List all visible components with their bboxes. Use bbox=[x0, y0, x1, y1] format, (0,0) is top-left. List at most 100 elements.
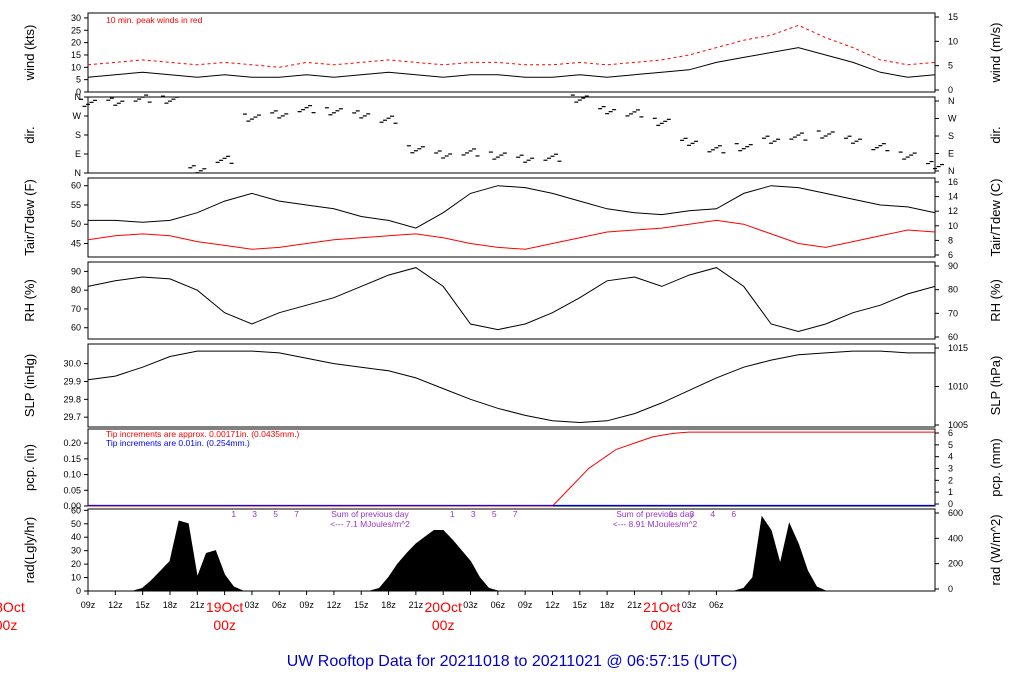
y-tick-label-right: 4 bbox=[948, 452, 953, 462]
series-line-0 bbox=[88, 431, 935, 507]
y-tick-label-right: 80 bbox=[948, 285, 958, 295]
sum-note: Sum of previous day bbox=[616, 509, 694, 519]
y-tick-label: N bbox=[75, 92, 82, 102]
y-tick-label-right: 6 bbox=[948, 428, 953, 438]
panel-frame bbox=[87, 96, 936, 174]
date-sublabel: 00z bbox=[0, 617, 17, 633]
y-axis-label: dir. bbox=[22, 126, 37, 143]
y-axis-label: SLP (inHg) bbox=[22, 354, 37, 417]
y-tick-label-right: 600 bbox=[948, 508, 963, 518]
y-tick-label: N bbox=[75, 168, 82, 178]
y-tick-label-right: 5 bbox=[948, 61, 953, 71]
y-tick-label-right: 1015 bbox=[948, 343, 968, 353]
y-tick-label-right: 10 bbox=[948, 36, 958, 46]
annotation: 10 min. peak winds in red bbox=[106, 15, 203, 25]
y-tick-label-right: 200 bbox=[948, 559, 963, 569]
y-tick-label-right: 0 bbox=[948, 584, 953, 594]
y-tick-label: E bbox=[75, 149, 81, 159]
y-tick-label: 30 bbox=[71, 13, 81, 23]
x-tick-label: 18z bbox=[600, 600, 615, 610]
x-tick-label: 21z bbox=[409, 600, 424, 610]
y-axis-label-right: wind (m/s) bbox=[988, 23, 1003, 84]
hour-mark: 6 bbox=[731, 509, 736, 519]
y-tick-label: 0.10 bbox=[63, 470, 81, 480]
sum-note: Sum of previous day bbox=[331, 509, 409, 519]
sum-note-value: <--- 7.1 MJoules/m^2 bbox=[330, 519, 410, 529]
x-tick-label: 18z bbox=[163, 600, 178, 610]
y-tick-label-right: 1005 bbox=[948, 420, 968, 430]
y-tick-label: W bbox=[73, 111, 82, 121]
x-tick-label: 09z bbox=[518, 600, 533, 610]
panel-frame bbox=[87, 343, 936, 428]
y-tick-label-right: N bbox=[948, 166, 955, 176]
y-axis-label-right: rad (W/m^2) bbox=[988, 514, 1003, 585]
x-tick-label: 19Oct bbox=[206, 599, 243, 615]
x-tick-label: 21z bbox=[627, 600, 642, 610]
panel-rh: 60 70 80 90 60 70 80 90 RH (%) RH (%) bbox=[22, 261, 1003, 342]
x-tick-label: 03z bbox=[682, 600, 697, 610]
y-tick-label: 60 bbox=[71, 323, 81, 333]
y-tick-label: 10 bbox=[71, 573, 81, 583]
y-tick-label: 45 bbox=[71, 239, 81, 249]
y-tick-label: 30.0 bbox=[63, 359, 81, 369]
x-tick-label: 06z bbox=[709, 600, 724, 610]
rad-area bbox=[88, 515, 935, 592]
y-tick-label: 0 bbox=[76, 87, 81, 97]
x-tick-label: 20Oct bbox=[425, 599, 462, 615]
y-tick-label-right: 2 bbox=[948, 475, 953, 485]
x-tick-label: 09z bbox=[81, 600, 96, 610]
hour-mark: 1 bbox=[669, 509, 674, 519]
y-axis-label: pcp. (in) bbox=[22, 444, 37, 491]
x-tick-label: 15z bbox=[354, 600, 369, 610]
hour-mark: 3 bbox=[471, 509, 476, 519]
series-line-0 bbox=[87, 350, 935, 424]
y-tick-label-right: 5 bbox=[948, 440, 953, 450]
panel-slp: 29.7 29.8 29.9 30.0 1005 1010 1015 SLP (inHg) SL… bbox=[22, 343, 1003, 430]
y-tick-label: 20 bbox=[71, 38, 81, 48]
y-tick-label: 60 bbox=[71, 505, 81, 515]
y-tick-label: 29.9 bbox=[63, 376, 81, 386]
series-line-1 bbox=[87, 219, 936, 250]
y-tick-label-right: 0 bbox=[948, 499, 953, 509]
y-axis-label: Tair/Tdew (F) bbox=[22, 179, 37, 256]
y-tick-label-right: E bbox=[948, 149, 954, 159]
date-sublabel: 00z bbox=[650, 617, 673, 633]
panel-frame bbox=[87, 12, 936, 93]
y-axis-label-right: RH (%) bbox=[988, 279, 1003, 322]
y-tick-label: 90 bbox=[71, 266, 81, 276]
series-line-1 bbox=[87, 24, 936, 68]
y-axis-label: RH (%) bbox=[22, 279, 37, 322]
y-tick-label: 0.05 bbox=[63, 485, 81, 495]
date-sublabel: 00z bbox=[432, 617, 455, 633]
hour-mark: 3 bbox=[252, 509, 257, 519]
y-tick-label-right: 1 bbox=[948, 487, 953, 497]
x-tick-label: 15z bbox=[135, 600, 150, 610]
series-line-0 bbox=[87, 47, 936, 78]
y-tick-label: 25 bbox=[71, 25, 81, 35]
y-tick-label-right: S bbox=[948, 131, 954, 141]
y-tick-label: S bbox=[75, 130, 81, 140]
hour-mark: 5 bbox=[492, 509, 497, 519]
y-tick-label: 0 bbox=[76, 586, 81, 596]
y-tick-label-right: 0 bbox=[948, 85, 953, 95]
y-tick-label: 0.20 bbox=[63, 438, 81, 448]
y-axis-label-right: SLP (hPa) bbox=[988, 356, 1003, 416]
y-tick-label-right: 10 bbox=[948, 221, 958, 231]
y-tick-label: 0.15 bbox=[63, 454, 81, 464]
hour-mark: 4 bbox=[710, 509, 715, 519]
x-tick-label: 06z bbox=[272, 600, 287, 610]
x-tick-label: 03z bbox=[245, 600, 260, 610]
footer-title: UW Rooftop Data for 20211018 to 20211021… bbox=[287, 653, 738, 670]
y-tick-label-right: 8 bbox=[948, 235, 953, 245]
y-tick-label-right: W bbox=[948, 114, 957, 124]
hour-mark: 7 bbox=[294, 509, 299, 519]
panel-temp: 45 50 55 60 6 8 10 12 14 16 Tair/Tdew (F) Tair/Tdew… bbox=[22, 177, 1003, 260]
series-line-0 bbox=[87, 267, 936, 333]
y-tick-label-right: N bbox=[948, 96, 955, 106]
y-tick-label: 15 bbox=[71, 50, 81, 60]
y-tick-label: 10 bbox=[71, 62, 81, 72]
